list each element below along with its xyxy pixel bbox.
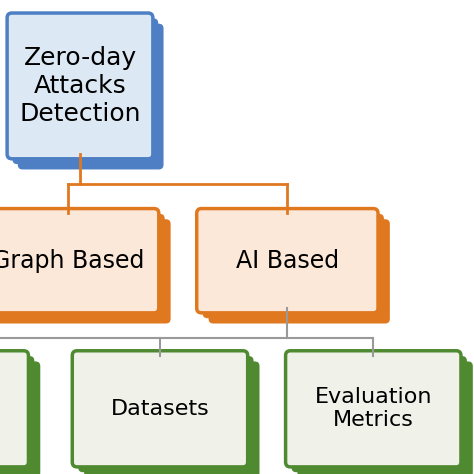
FancyBboxPatch shape [298, 361, 473, 474]
FancyBboxPatch shape [7, 13, 153, 159]
FancyBboxPatch shape [84, 361, 259, 474]
Text: Datasets: Datasets [110, 399, 210, 419]
Text: AI Based: AI Based [236, 249, 339, 273]
FancyBboxPatch shape [0, 214, 165, 318]
Text: Graph Based: Graph Based [0, 249, 144, 273]
FancyBboxPatch shape [197, 209, 378, 313]
FancyBboxPatch shape [203, 214, 384, 318]
FancyBboxPatch shape [0, 361, 40, 474]
FancyBboxPatch shape [12, 18, 158, 164]
FancyBboxPatch shape [0, 209, 159, 313]
FancyBboxPatch shape [18, 24, 164, 170]
Text: Zero-day
Attacks
Detection: Zero-day Attacks Detection [19, 46, 141, 126]
FancyBboxPatch shape [78, 356, 254, 472]
Text: Evaluation
Metrics: Evaluation Metrics [315, 387, 432, 430]
FancyBboxPatch shape [209, 219, 390, 323]
FancyBboxPatch shape [292, 356, 467, 472]
FancyBboxPatch shape [285, 351, 461, 467]
FancyBboxPatch shape [0, 356, 34, 472]
FancyBboxPatch shape [0, 351, 28, 467]
FancyBboxPatch shape [72, 351, 247, 467]
FancyBboxPatch shape [0, 219, 171, 323]
